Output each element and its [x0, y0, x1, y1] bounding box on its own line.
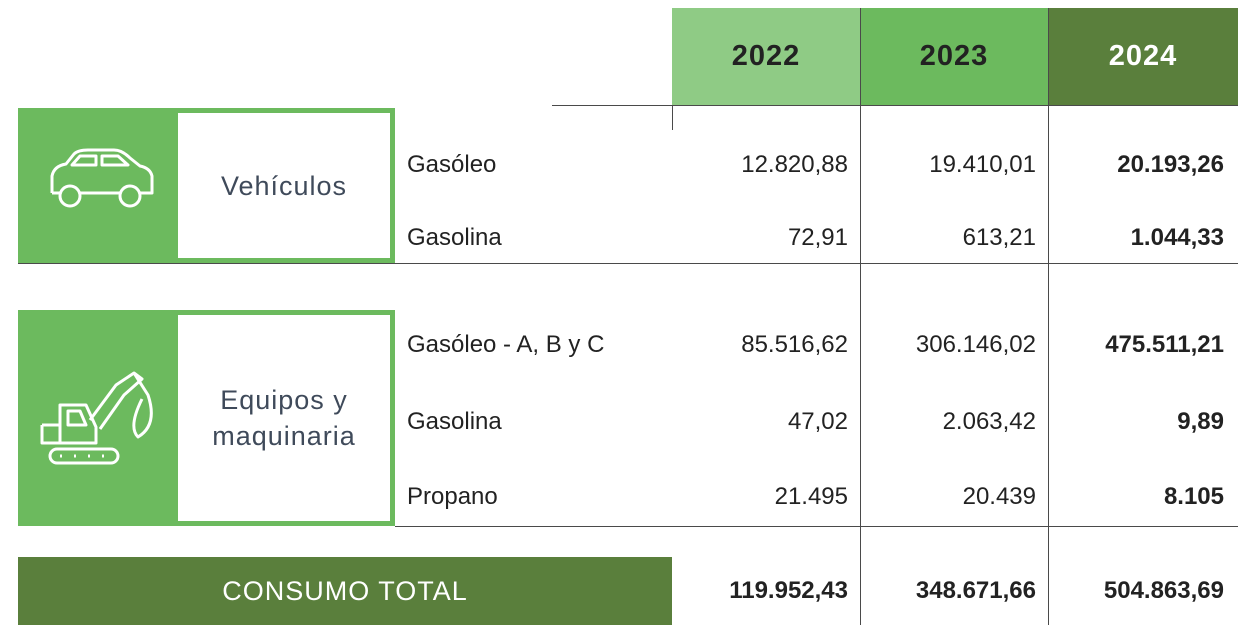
cell-value: 72,91	[787, 224, 848, 251]
row-name: Gasóleo - A, B y C	[407, 331, 605, 358]
column-header: 2024	[1048, 8, 1238, 105]
cell-value: 20.193,26	[1117, 151, 1224, 178]
group-label: Vehículos	[178, 113, 390, 258]
cell-value: 21.495	[774, 483, 848, 510]
rule	[18, 263, 1238, 264]
cell-value: 306.146,02	[915, 331, 1036, 358]
rule	[672, 105, 673, 130]
total-value: 504.863,69	[1103, 577, 1224, 604]
excavator-icon	[40, 371, 153, 465]
cell-value: 8.105	[1163, 483, 1224, 510]
rule	[1048, 8, 1049, 625]
cell-value: 1.044,33	[1130, 224, 1224, 251]
cell-value: 12.820,88	[741, 151, 848, 178]
cell-value: 85.516,62	[741, 331, 848, 358]
cell-value: 613,21	[962, 224, 1036, 251]
column-header: 2022	[672, 8, 860, 105]
cell-value: 9,89	[1177, 408, 1224, 435]
rule	[552, 105, 1238, 106]
row-name: Gasolina	[407, 224, 502, 251]
group-box: Vehículos	[18, 108, 395, 263]
cell-value: 475.511,21	[1105, 331, 1224, 358]
row-name: Gasolina	[407, 408, 502, 435]
column-header: 2023	[860, 8, 1048, 105]
cell-value: 2.063,42	[942, 408, 1036, 435]
group-label: Equipos y maquinaria	[178, 315, 390, 521]
group-box: Equipos y maquinaria	[18, 310, 395, 526]
cell-value: 20.439	[962, 483, 1036, 510]
row-name: Gasóleo	[407, 151, 497, 178]
row-name: Propano	[407, 483, 498, 510]
cell-value: 47,02	[787, 408, 848, 435]
total-value: 119.952,43	[729, 577, 848, 604]
rule	[395, 526, 1238, 527]
cell-value: 19.410,01	[929, 151, 1036, 178]
rule	[860, 8, 861, 625]
total-value: 348.671,66	[915, 577, 1036, 604]
car-icon	[50, 148, 154, 208]
total-label: CONSUMO TOTAL	[18, 557, 672, 625]
